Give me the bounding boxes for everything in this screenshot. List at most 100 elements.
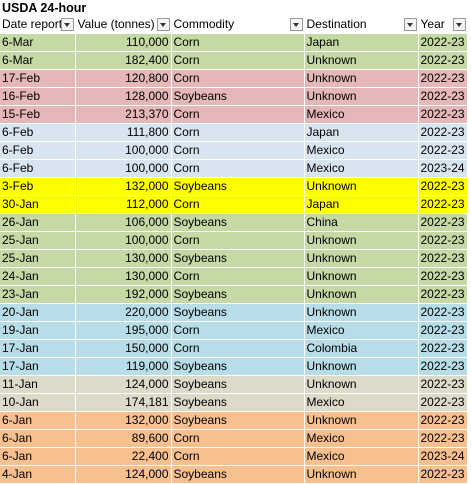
date-cell[interactable]: 24-Jan <box>0 267 76 286</box>
destination-cell[interactable]: Unknown <box>304 87 419 106</box>
date-cell[interactable]: 6-Mar <box>0 33 76 52</box>
filter-dropdown-icon[interactable] <box>60 18 74 31</box>
date-cell[interactable]: 15-Feb <box>0 105 76 124</box>
date-cell[interactable]: 10-Jan <box>0 393 76 412</box>
destination-cell[interactable]: Unknown <box>304 51 419 70</box>
filter-dropdown-icon[interactable] <box>452 18 466 31</box>
year-cell[interactable]: 2022-23 <box>418 321 468 340</box>
commodity-cell[interactable]: Corn <box>171 123 305 142</box>
value-cell[interactable]: 150,000 <box>75 339 172 358</box>
value-cell[interactable]: 213,370 <box>75 105 172 124</box>
destination-cell[interactable]: Mexico <box>304 393 419 412</box>
value-cell[interactable]: 195,000 <box>75 321 172 340</box>
destination-cell[interactable]: Mexico <box>304 105 419 124</box>
header-year[interactable]: Year <box>418 16 468 34</box>
commodity-cell[interactable]: Soybeans <box>171 285 305 304</box>
commodity-cell[interactable]: Corn <box>171 69 305 88</box>
commodity-cell[interactable]: Corn <box>171 51 305 70</box>
year-cell[interactable]: 2023-24 <box>418 447 468 466</box>
commodity-cell[interactable]: Soybeans <box>171 393 305 412</box>
value-cell[interactable]: 111,800 <box>75 123 172 142</box>
date-cell[interactable]: 11-Jan <box>0 375 76 394</box>
year-cell[interactable]: 2022-23 <box>418 33 468 52</box>
destination-cell[interactable]: Unknown <box>304 249 419 268</box>
year-cell[interactable]: 2022-23 <box>418 303 468 322</box>
commodity-cell[interactable]: Soybeans <box>171 465 305 484</box>
value-cell[interactable]: 192,000 <box>75 285 172 304</box>
commodity-cell[interactable]: Soybeans <box>171 411 305 430</box>
destination-cell[interactable]: Unknown <box>304 357 419 376</box>
year-cell[interactable]: 2022-23 <box>418 87 468 106</box>
header-destination[interactable]: Destination <box>304 16 419 34</box>
date-cell[interactable]: 25-Jan <box>0 249 76 268</box>
destination-cell[interactable]: Unknown <box>304 267 419 286</box>
date-cell[interactable]: 17-Feb <box>0 69 76 88</box>
destination-cell[interactable]: Japan <box>304 195 419 214</box>
year-cell[interactable]: 2022-23 <box>418 393 468 412</box>
date-cell[interactable]: 19-Jan <box>0 321 76 340</box>
commodity-cell[interactable]: Soybeans <box>171 87 305 106</box>
date-cell[interactable]: 30-Jan <box>0 195 76 214</box>
commodity-cell[interactable]: Corn <box>171 447 305 466</box>
destination-cell[interactable]: Unknown <box>304 303 419 322</box>
value-cell[interactable]: 220,000 <box>75 303 172 322</box>
date-cell[interactable]: 6-Feb <box>0 123 76 142</box>
date-cell[interactable]: 6-Jan <box>0 447 76 466</box>
date-cell[interactable]: 6-Jan <box>0 429 76 448</box>
filter-dropdown-icon[interactable] <box>403 18 417 31</box>
destination-cell[interactable]: Japan <box>304 123 419 142</box>
date-cell[interactable]: 3-Feb <box>0 177 76 196</box>
commodity-cell[interactable]: Corn <box>171 105 305 124</box>
year-cell[interactable]: 2022-23 <box>418 141 468 160</box>
date-cell[interactable]: 6-Mar <box>0 51 76 70</box>
year-cell[interactable]: 2022-23 <box>418 249 468 268</box>
year-cell[interactable]: 2022-23 <box>418 375 468 394</box>
commodity-cell[interactable]: Corn <box>171 231 305 250</box>
destination-cell[interactable]: Mexico <box>304 447 419 466</box>
destination-cell[interactable]: Unknown <box>304 375 419 394</box>
commodity-cell[interactable]: Corn <box>171 195 305 214</box>
destination-cell[interactable]: Mexico <box>304 141 419 160</box>
commodity-cell[interactable]: Soybeans <box>171 249 305 268</box>
date-cell[interactable]: 6-Jan <box>0 411 76 430</box>
year-cell[interactable]: 2022-23 <box>418 105 468 124</box>
date-cell[interactable]: 20-Jan <box>0 303 76 322</box>
commodity-cell[interactable]: Corn <box>171 141 305 160</box>
destination-cell[interactable]: Unknown <box>304 177 419 196</box>
value-cell[interactable]: 100,000 <box>75 231 172 250</box>
header-date-reported[interactable]: Date reported <box>0 16 76 34</box>
destination-cell[interactable]: Unknown <box>304 231 419 250</box>
value-cell[interactable]: 89,600 <box>75 429 172 448</box>
value-cell[interactable]: 119,000 <box>75 357 172 376</box>
year-cell[interactable]: 2022-23 <box>418 231 468 250</box>
sheet-title[interactable]: USDA 24-hour <box>2 1 87 15</box>
header-commodity[interactable]: Commodity <box>171 16 305 34</box>
year-cell[interactable]: 2022-23 <box>418 411 468 430</box>
year-cell[interactable]: 2022-23 <box>418 195 468 214</box>
year-cell[interactable]: 2023-24 <box>418 159 468 178</box>
destination-cell[interactable]: Mexico <box>304 159 419 178</box>
year-cell[interactable]: 2022-23 <box>418 51 468 70</box>
destination-cell[interactable]: China <box>304 213 419 232</box>
value-cell[interactable]: 128,000 <box>75 87 172 106</box>
year-cell[interactable]: 2022-23 <box>418 429 468 448</box>
commodity-cell[interactable]: Corn <box>171 159 305 178</box>
commodity-cell[interactable]: Soybeans <box>171 177 305 196</box>
year-cell[interactable]: 2022-23 <box>418 177 468 196</box>
year-cell[interactable]: 2022-23 <box>418 357 468 376</box>
date-cell[interactable]: 4-Jan <box>0 465 76 484</box>
destination-cell[interactable]: Unknown <box>304 411 419 430</box>
commodity-cell[interactable]: Corn <box>171 429 305 448</box>
commodity-cell[interactable]: Soybeans <box>171 357 305 376</box>
filter-dropdown-icon[interactable] <box>289 18 303 31</box>
date-cell[interactable]: 17-Jan <box>0 357 76 376</box>
commodity-cell[interactable]: Soybeans <box>171 213 305 232</box>
year-cell[interactable]: 2022-23 <box>418 465 468 484</box>
value-cell[interactable]: 174,181 <box>75 393 172 412</box>
year-cell[interactable]: 2022-23 <box>418 123 468 142</box>
value-cell[interactable]: 182,400 <box>75 51 172 70</box>
date-cell[interactable]: 16-Feb <box>0 87 76 106</box>
header-value[interactable]: Value (tonnes) <box>75 16 172 34</box>
commodity-cell[interactable]: Corn <box>171 339 305 358</box>
value-cell[interactable]: 132,000 <box>75 177 172 196</box>
